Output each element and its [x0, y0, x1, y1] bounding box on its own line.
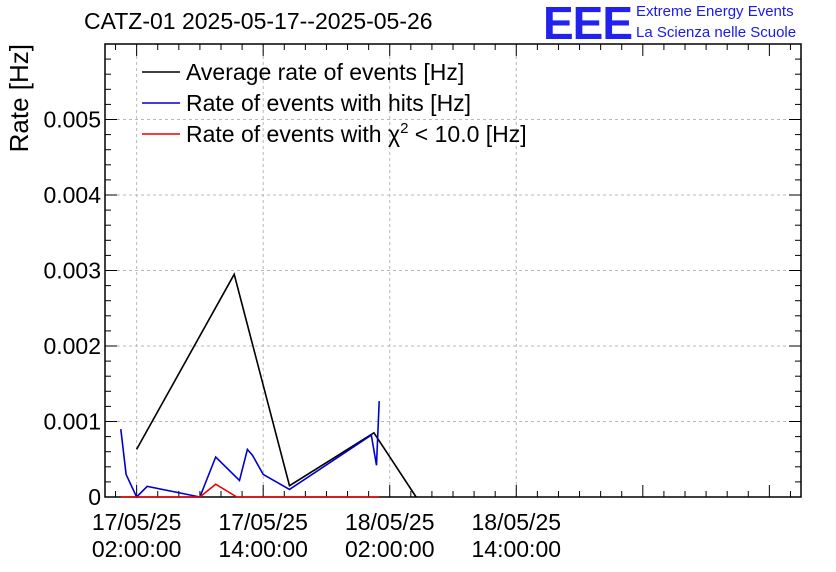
series-line-1: [120, 401, 380, 499]
x-tick-label-date: 17/05/25: [218, 509, 308, 535]
x-tick-label-time: 02:00:00: [92, 536, 182, 562]
legend-label-2: Rate of events with χ2 < 10.0 [Hz]: [186, 120, 527, 147]
y-tick-label: 0.005: [43, 107, 101, 133]
legend-label-1: Rate of events with hits [Hz]: [186, 90, 471, 116]
y-tick-label: 0.004: [43, 182, 101, 208]
y-tick-label: 0.002: [43, 333, 101, 359]
x-tick-label-time: 02:00:00: [345, 536, 435, 562]
x-tick-label-time: 14:00:00: [218, 536, 308, 562]
x-tick-label-time: 14:00:00: [472, 536, 562, 562]
series-line-0: [135, 272, 417, 498]
eee-logo: EEE: [543, 0, 633, 49]
y-tick-label: 0.003: [43, 258, 101, 284]
x-tick-label-date: 18/05/25: [345, 509, 435, 535]
x-tick-label-date: 17/05/25: [92, 509, 182, 535]
series-line-2: [120, 483, 380, 498]
y-axis-label: Rate [Hz]: [4, 44, 34, 152]
chart-title: CATZ-01 2025-05-17--2025-05-26: [84, 8, 433, 34]
y-tick-label: 0: [88, 484, 101, 510]
legend-label-0: Average rate of events [Hz]: [186, 59, 464, 85]
logo-subtitle-line2: La Scienza nelle Scuole: [636, 24, 797, 41]
x-tick-label-date: 18/05/25: [472, 509, 562, 535]
y-tick-label: 0.001: [43, 409, 101, 435]
logo-subtitle-line1: Extreme Energy Events: [636, 3, 794, 20]
